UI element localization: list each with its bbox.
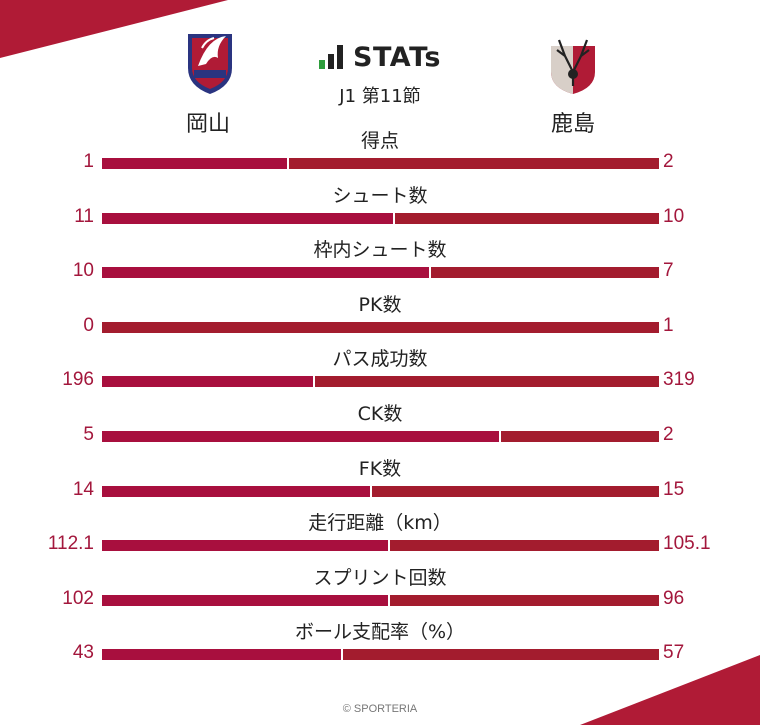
credit-text: © SPORTERIA xyxy=(342,703,418,715)
stat-label: スプリント回数 xyxy=(313,566,447,589)
stat-bar-track xyxy=(102,158,659,169)
home-value: 43 xyxy=(72,642,94,664)
stat-bar-track xyxy=(102,540,659,552)
home-bar xyxy=(102,267,429,279)
home-bar xyxy=(102,431,499,442)
stat-label: シュート数 xyxy=(332,184,428,207)
away-bar xyxy=(372,485,659,497)
round-subtitle: J1 第11節 xyxy=(339,86,421,107)
away-value: 57 xyxy=(663,642,685,664)
stat-bar-track xyxy=(102,485,659,497)
home-value: 1 xyxy=(83,151,94,172)
away-value: 7 xyxy=(663,260,674,282)
stat-label: CK数 xyxy=(357,403,403,425)
away-bar xyxy=(315,376,659,388)
stat-label: FK数 xyxy=(358,457,402,480)
home-value: 0 xyxy=(83,314,94,336)
stats-logo-icon xyxy=(319,45,343,69)
home-value: 102 xyxy=(62,587,94,609)
home-bar xyxy=(102,540,388,552)
home-value: 5 xyxy=(83,424,94,445)
stats-brand-title: STATs xyxy=(0,42,760,73)
away-value: 96 xyxy=(663,587,685,609)
away-bar xyxy=(102,321,659,333)
home-team-logo xyxy=(188,34,232,94)
home-value: 196 xyxy=(62,369,94,391)
stat-label: パス成功数 xyxy=(332,348,428,371)
away-bar xyxy=(390,540,659,552)
away-value: 10 xyxy=(663,205,685,227)
home-value: 14 xyxy=(72,478,94,500)
away-team-logo xyxy=(551,39,595,94)
home-value: 11 xyxy=(74,205,94,227)
brand-label: STATs xyxy=(353,42,441,73)
bottom-right-corner-accent xyxy=(580,655,760,725)
stat-bar-track xyxy=(102,212,659,224)
away-bar xyxy=(431,267,659,279)
home-bar xyxy=(102,376,313,388)
home-bar xyxy=(102,212,393,224)
home-value: 112.1 xyxy=(47,533,94,555)
home-bar xyxy=(102,158,287,169)
stat-label: 走行距離（km） xyxy=(308,512,452,535)
away-value: 15 xyxy=(663,478,685,500)
away-team-name: 鹿島 xyxy=(550,112,595,137)
away-value: 1 xyxy=(663,314,674,336)
stat-label: PK数 xyxy=(358,293,402,316)
away-value: 2 xyxy=(663,151,674,172)
home-bar xyxy=(102,649,341,661)
stat-bar-track xyxy=(102,267,659,279)
stat-bar-track xyxy=(102,649,659,661)
away-bar xyxy=(343,649,659,661)
stat-label: 枠内シュート数 xyxy=(313,239,447,262)
away-bar xyxy=(390,594,659,606)
stat-bar-track xyxy=(102,376,659,388)
stat-bar-track xyxy=(102,431,659,442)
stat-bar-track xyxy=(102,321,659,333)
home-team-name: 岡山 xyxy=(185,112,230,137)
home-bar xyxy=(102,485,370,497)
away-bar xyxy=(289,158,659,169)
away-value: 319 xyxy=(663,369,695,391)
away-bar xyxy=(501,431,659,442)
away-bar xyxy=(395,212,659,224)
away-value: 105.1 xyxy=(663,533,711,555)
top-left-corner-accent xyxy=(0,0,228,58)
stat-label: ボール支配率（%） xyxy=(294,621,466,644)
stat-label: 得点 xyxy=(360,130,399,152)
stat-bar-track xyxy=(102,594,659,606)
home-bar xyxy=(102,594,388,606)
home-value: 10 xyxy=(72,260,94,282)
away-value: 2 xyxy=(663,424,674,445)
